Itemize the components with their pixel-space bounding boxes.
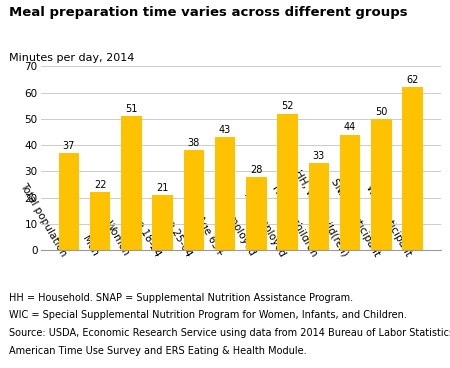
Text: 21: 21 (157, 183, 169, 193)
Bar (246, 177, 266, 250)
Bar (90, 192, 110, 250)
Text: 22: 22 (94, 180, 106, 190)
Text: 51: 51 (125, 104, 138, 114)
Bar (121, 116, 141, 250)
Text: 43: 43 (219, 125, 231, 135)
Bar (278, 114, 298, 250)
Text: Minutes per day, 2014: Minutes per day, 2014 (9, 53, 135, 63)
Text: HH = Household. SNAP = Supplemental Nutrition Assistance Program.: HH = Household. SNAP = Supplemental Nutr… (9, 293, 353, 302)
Bar (309, 163, 329, 250)
Text: WIC = Special Supplemental Nutrition Program for Women, Infants, and Children.: WIC = Special Supplemental Nutrition Pro… (9, 310, 407, 320)
Text: 62: 62 (406, 75, 419, 85)
Text: American Time Use Survey and ERS Eating & Health Module.: American Time Use Survey and ERS Eating … (9, 346, 306, 355)
Text: Source: USDA, Economic Research Service using data from 2014 Bureau of Labor Sta: Source: USDA, Economic Research Service … (9, 328, 450, 338)
Bar (340, 135, 360, 250)
Bar (58, 153, 79, 250)
Text: 44: 44 (344, 123, 356, 132)
Bar (184, 151, 204, 250)
Bar (371, 119, 392, 250)
Bar (215, 137, 235, 250)
Text: 28: 28 (250, 164, 262, 174)
Bar (402, 87, 423, 250)
Text: 38: 38 (188, 138, 200, 148)
Text: 52: 52 (281, 102, 294, 112)
Text: 50: 50 (375, 107, 387, 117)
Text: 37: 37 (63, 141, 75, 151)
Bar (153, 195, 173, 250)
Text: Meal preparation time varies across different groups: Meal preparation time varies across diff… (9, 6, 408, 18)
Text: 33: 33 (313, 151, 325, 162)
